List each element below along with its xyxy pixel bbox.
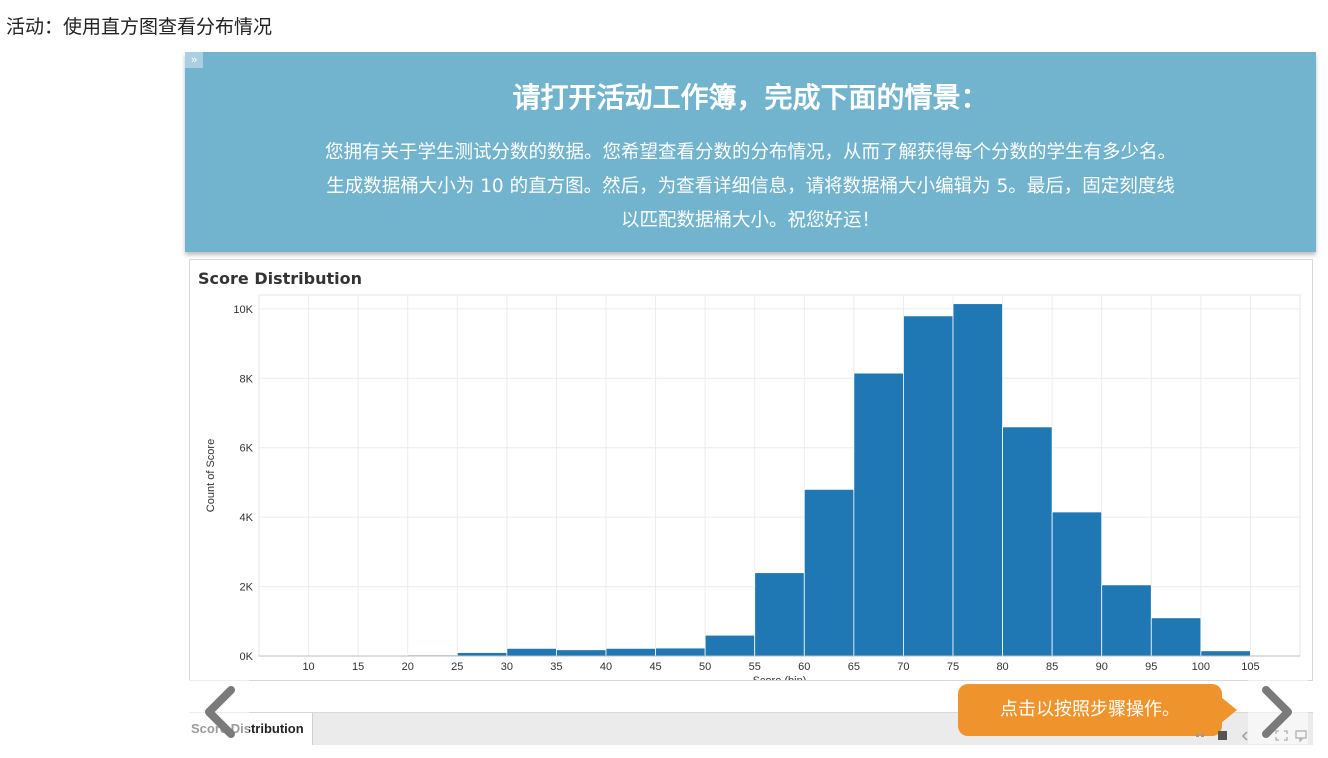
x-tick-label: 60	[798, 661, 810, 673]
chevron-left-icon	[205, 686, 235, 738]
histogram-bar	[754, 572, 805, 657]
small-back-icon[interactable]	[1241, 731, 1248, 741]
x-tick-label: 75	[947, 661, 959, 673]
page-title: 活动：使用直方图查看分布情况	[6, 16, 273, 38]
y-tick-label: 2K	[240, 582, 254, 594]
story-point-banner: » 请打开活动工作簿，完成下面的情景： 您拥有关于学生测试分数的数据。您希望查看…	[185, 52, 1316, 252]
banner-line: 以匹配数据桶大小。祝您好运！	[620, 210, 880, 231]
histogram-bar	[556, 649, 607, 657]
chevron-right-icon	[1262, 686, 1292, 738]
histogram-bar	[853, 372, 904, 657]
worksheet-view: Score Distribution 0K 2K 4K 6K 8K 10K 10 15 20 25…	[189, 259, 1313, 681]
banner-description: 您拥有关于学生测试分数的数据。您希望查看分数的分布情况，从而了解获得每个分数的学…	[225, 136, 1276, 238]
grid-icon[interactable]	[1196, 734, 1204, 737]
x-tick-label: 90	[1096, 661, 1108, 673]
x-axis-title: Score (bin)	[753, 675, 807, 680]
histogram-bar	[952, 303, 1003, 657]
x-tick-label: 30	[501, 661, 513, 673]
x-tick-label: 95	[1145, 661, 1157, 673]
histogram-chart: 0K 2K 4K 6K 8K 10K 10 15 20 25 30 35 40 45 50 55 60 65 70 7…	[205, 294, 1301, 680]
x-tick-label: 45	[649, 661, 661, 673]
histogram-bar	[1051, 511, 1103, 657]
histogram-bar	[1101, 584, 1152, 657]
expand-icon[interactable]: »	[185, 52, 203, 68]
histogram-bar	[1002, 426, 1053, 657]
x-tick-label: 65	[848, 661, 860, 673]
x-tick-label: 100	[1192, 661, 1210, 673]
x-tick-label: 40	[600, 661, 612, 673]
y-tick-label: 4K	[240, 512, 254, 524]
next-button[interactable]	[1248, 680, 1308, 744]
previous-button[interactable]	[189, 680, 249, 744]
banner-line: 您拥有关于学生测试分数的数据。您希望查看分数的分布情况，从而了解获得每个分数的学…	[324, 142, 1176, 163]
y-tick-label: 0K	[240, 651, 254, 663]
x-tick-label: 15	[352, 661, 364, 673]
x-tick-label: 85	[1046, 661, 1058, 673]
y-tick-label: 10K	[233, 304, 253, 316]
x-tick-label: 20	[402, 661, 414, 673]
histogram-bar	[1150, 617, 1202, 657]
x-tick-label: 25	[451, 661, 463, 673]
comment-icon[interactable]	[1295, 730, 1307, 743]
chart-title: Score Distribution	[198, 269, 362, 288]
y-tick-label: 6K	[240, 443, 254, 455]
x-tick-label: 10	[302, 661, 314, 673]
stop-icon[interactable]	[1218, 731, 1227, 740]
x-tick-label: 80	[996, 661, 1008, 673]
fullscreen-icon[interactable]	[1275, 730, 1288, 741]
histogram-bar	[803, 488, 855, 657]
y-axis-title: Count of Score	[205, 439, 217, 512]
x-tick-label: 70	[897, 661, 909, 673]
histogram-bar	[1200, 650, 1251, 657]
y-tick-label: 8K	[240, 373, 254, 385]
histogram-bar	[506, 647, 557, 657]
histogram-bar	[655, 647, 706, 657]
view-controls	[1196, 728, 1316, 743]
banner-heading: 请打开活动工作簿，完成下面的情景：	[512, 81, 989, 114]
x-tick-label: 35	[550, 661, 562, 673]
x-tick-label: 105	[1241, 661, 1259, 673]
histogram-bar	[605, 647, 656, 657]
histogram-bar	[903, 315, 954, 657]
histogram-bar	[456, 652, 508, 657]
step-callout[interactable]: 点击以按照步骤操作。	[958, 684, 1222, 736]
banner-line: 生成数据桶大小为 10 的直方图。然后，为查看详细信息，请将数据桶大小编辑为 5…	[326, 176, 1175, 197]
histogram-bar	[704, 634, 756, 657]
callout-pointer	[1221, 697, 1237, 723]
x-tick-label: 50	[699, 661, 711, 673]
x-tick-label: 55	[749, 661, 761, 673]
